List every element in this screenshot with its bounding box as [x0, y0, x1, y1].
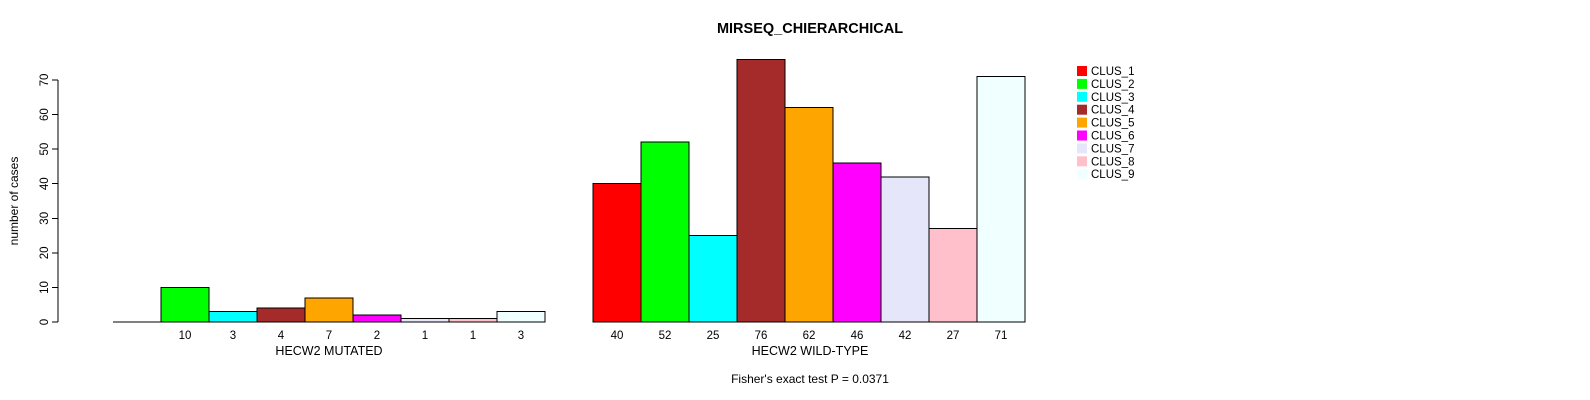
bar-label-group0-CLUS_8: 1 — [470, 330, 476, 342]
legend-swatch-CLUS_3 — [1077, 91, 1087, 102]
bar-label-group0-CLUS_6: 2 — [374, 330, 380, 342]
bar-label-group1-CLUS_7: 42 — [899, 330, 912, 342]
bar-group1-CLUS_4 — [736, 58, 786, 323]
bar-group0-CLUS_8 — [448, 318, 498, 323]
legend-label-CLUS_3: CLUS_3 — [1091, 92, 1134, 104]
bar-label-group0-CLUS_9: 3 — [518, 330, 524, 342]
bar-label-group1-CLUS_6: 46 — [851, 330, 864, 342]
legend-swatch-CLUS_9 — [1077, 169, 1087, 180]
legend-label-CLUS_1: CLUS_1 — [1091, 66, 1134, 78]
bar-group1-CLUS_6 — [832, 162, 882, 323]
y-tick-label-60: 60 — [39, 108, 51, 121]
legend-label-CLUS_4: CLUS_4 — [1091, 105, 1135, 117]
bar-label-group0-CLUS_3: 3 — [230, 330, 236, 342]
bar-group0-CLUS_6 — [352, 314, 402, 323]
x-group-label-wildtype: HECW2 WILD-TYPE — [751, 344, 869, 358]
bar-label-group1-CLUS_8: 27 — [947, 330, 960, 342]
bar-group1-CLUS_8 — [928, 228, 978, 323]
legend-label-CLUS_9: CLUS_9 — [1091, 169, 1134, 181]
legend-swatch-CLUS_2 — [1077, 78, 1087, 89]
x-group-label-mutated: HECW2 MUTATED — [275, 344, 383, 358]
y-tick-label-0: 0 — [39, 319, 51, 325]
chart-title: MIRSEQ_CHIERARCHICAL — [716, 21, 904, 37]
y-tick-label-30: 30 — [39, 212, 51, 225]
bar-label-group1-CLUS_9: 71 — [995, 330, 1008, 342]
legend-swatch-CLUS_8 — [1077, 156, 1087, 167]
bar-label-group1-CLUS_4: 76 — [755, 330, 768, 342]
bar-group1-CLUS_2 — [640, 141, 690, 323]
y-tick-label-10: 10 — [39, 281, 51, 294]
fisher-test-note: Fisher's exact test P = 0.0371 — [731, 372, 889, 386]
bar-label-group0-CLUS_5: 7 — [326, 330, 332, 342]
y-tick-label-70: 70 — [39, 74, 51, 87]
bar-group0-CLUS_2 — [160, 286, 210, 323]
y-tick-label-50: 50 — [39, 143, 51, 156]
legend-label-CLUS_5: CLUS_5 — [1091, 118, 1134, 130]
bar-group0-CLUS_9 — [496, 311, 546, 323]
legend-swatch-CLUS_1 — [1077, 66, 1087, 76]
y-tick-label-40: 40 — [39, 177, 51, 190]
legend-label-CLUS_7: CLUS_7 — [1091, 143, 1134, 155]
bar-group0-CLUS_4 — [256, 307, 306, 323]
bar-group1-CLUS_9 — [976, 76, 1026, 323]
bar-label-group0-CLUS_7: 1 — [422, 330, 428, 342]
bar-group1-CLUS_7 — [880, 176, 930, 323]
bar-label-group1-CLUS_2: 52 — [659, 330, 672, 342]
bar-group1-CLUS_5 — [784, 107, 834, 323]
bar-group0-CLUS_3 — [208, 311, 258, 323]
bar-group0-CLUS_5 — [304, 297, 354, 323]
legend-label-CLUS_2: CLUS_2 — [1091, 79, 1134, 91]
bar-label-group1-CLUS_3: 25 — [707, 330, 720, 342]
legend-swatch-CLUS_6 — [1077, 130, 1087, 141]
legend-swatch-CLUS_4 — [1077, 104, 1087, 115]
legend-swatch-CLUS_5 — [1077, 117, 1087, 128]
bar-group1-CLUS_1 — [592, 183, 642, 323]
legend-label-CLUS_6: CLUS_6 — [1091, 131, 1134, 143]
bar-label-group1-CLUS_1: 40 — [611, 330, 624, 342]
bar-label-group0-CLUS_2: 10 — [179, 330, 192, 342]
bar-label-group0-CLUS_4: 4 — [278, 330, 285, 342]
y-tick-label-20: 20 — [39, 246, 51, 259]
legend-swatch-CLUS_7 — [1077, 143, 1087, 154]
bar-label-group1-CLUS_5: 62 — [803, 330, 816, 342]
bar-group1-CLUS_3 — [688, 235, 738, 323]
y-axis-label: number of cases — [7, 156, 21, 246]
legend-label-CLUS_8: CLUS_8 — [1091, 156, 1134, 168]
bar-group0-CLUS_7 — [400, 318, 450, 323]
